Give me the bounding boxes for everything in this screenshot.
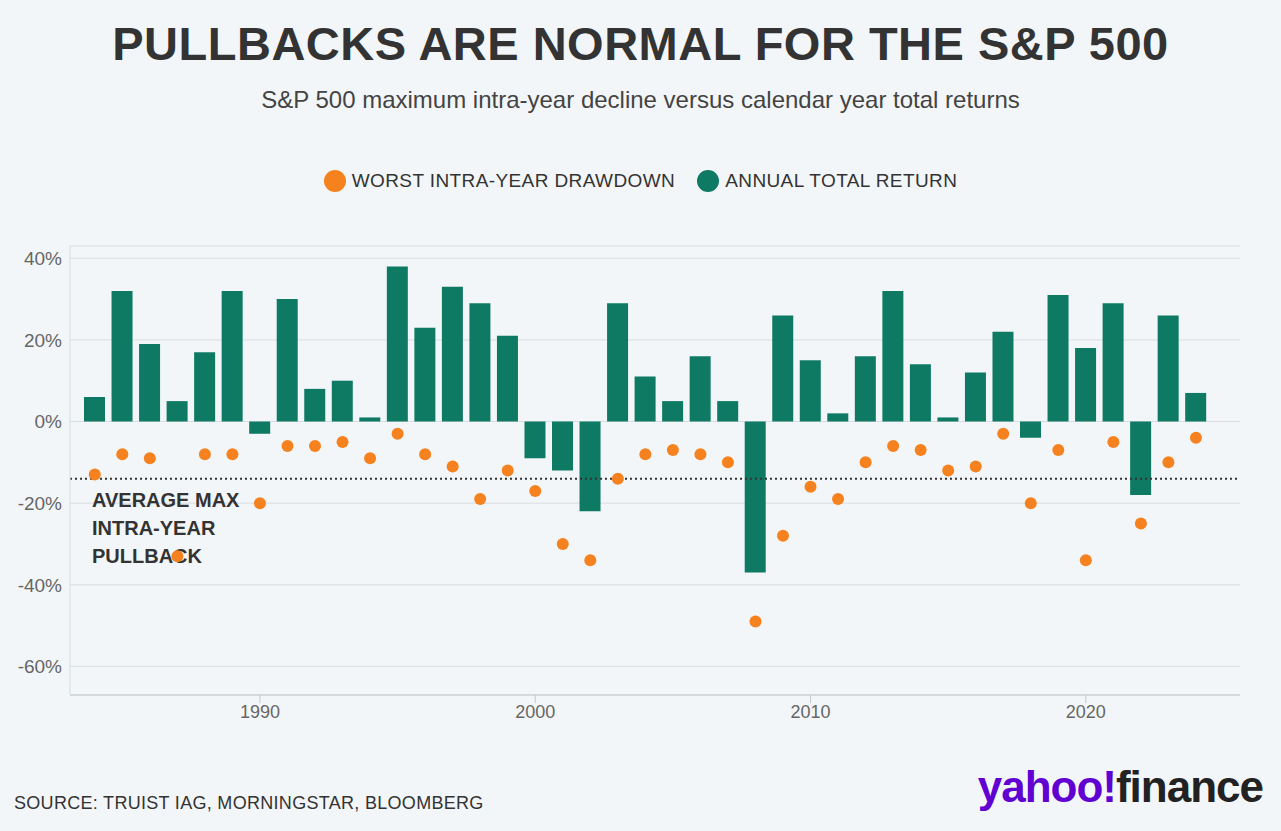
svg-text:AVERAGE MAXINTRA-YEARPULLBACK: AVERAGE MAXINTRA-YEARPULLBACK bbox=[92, 489, 240, 567]
svg-text:0%: 0% bbox=[35, 411, 63, 432]
svg-text:2000: 2000 bbox=[515, 702, 555, 722]
svg-text:-40%: -40% bbox=[18, 575, 62, 596]
html-text:ANNUAL TOTAL RETURN: ANNUAL TOTAL RETURN bbox=[725, 170, 958, 191]
html-text:yahoo! finance: yahoo! finance bbox=[977, 762, 1263, 811]
html-text:WORST INTRA-YEAR DRAWDOWN: WORST INTRA-YEAR DRAWDOWN bbox=[351, 170, 676, 191]
svg-text:-60%: -60% bbox=[18, 656, 62, 677]
svg-text:20%: 20% bbox=[24, 330, 62, 351]
svg-text:1990: 1990 bbox=[240, 702, 280, 722]
svg-text:2020: 2020 bbox=[1066, 702, 1106, 722]
html-text:PULLBACKS ARE NORMAL FOR THE S: PULLBACKS ARE NORMAL FOR THE S&P 500 bbox=[112, 17, 1169, 70]
svg-text:-20%: -20% bbox=[18, 493, 62, 514]
svg-text:2010: 2010 bbox=[791, 702, 831, 722]
html-text:S&P 500 maximum intra-year dec: S&P 500 maximum intra-year decline versu… bbox=[261, 86, 1020, 113]
html-text:SOURCE: TRUIST IAG, MORNINGSTA: SOURCE: TRUIST IAG, MORNINGSTAR, BLOOMBE… bbox=[14, 793, 484, 813]
svg-text:40%: 40% bbox=[24, 248, 62, 269]
